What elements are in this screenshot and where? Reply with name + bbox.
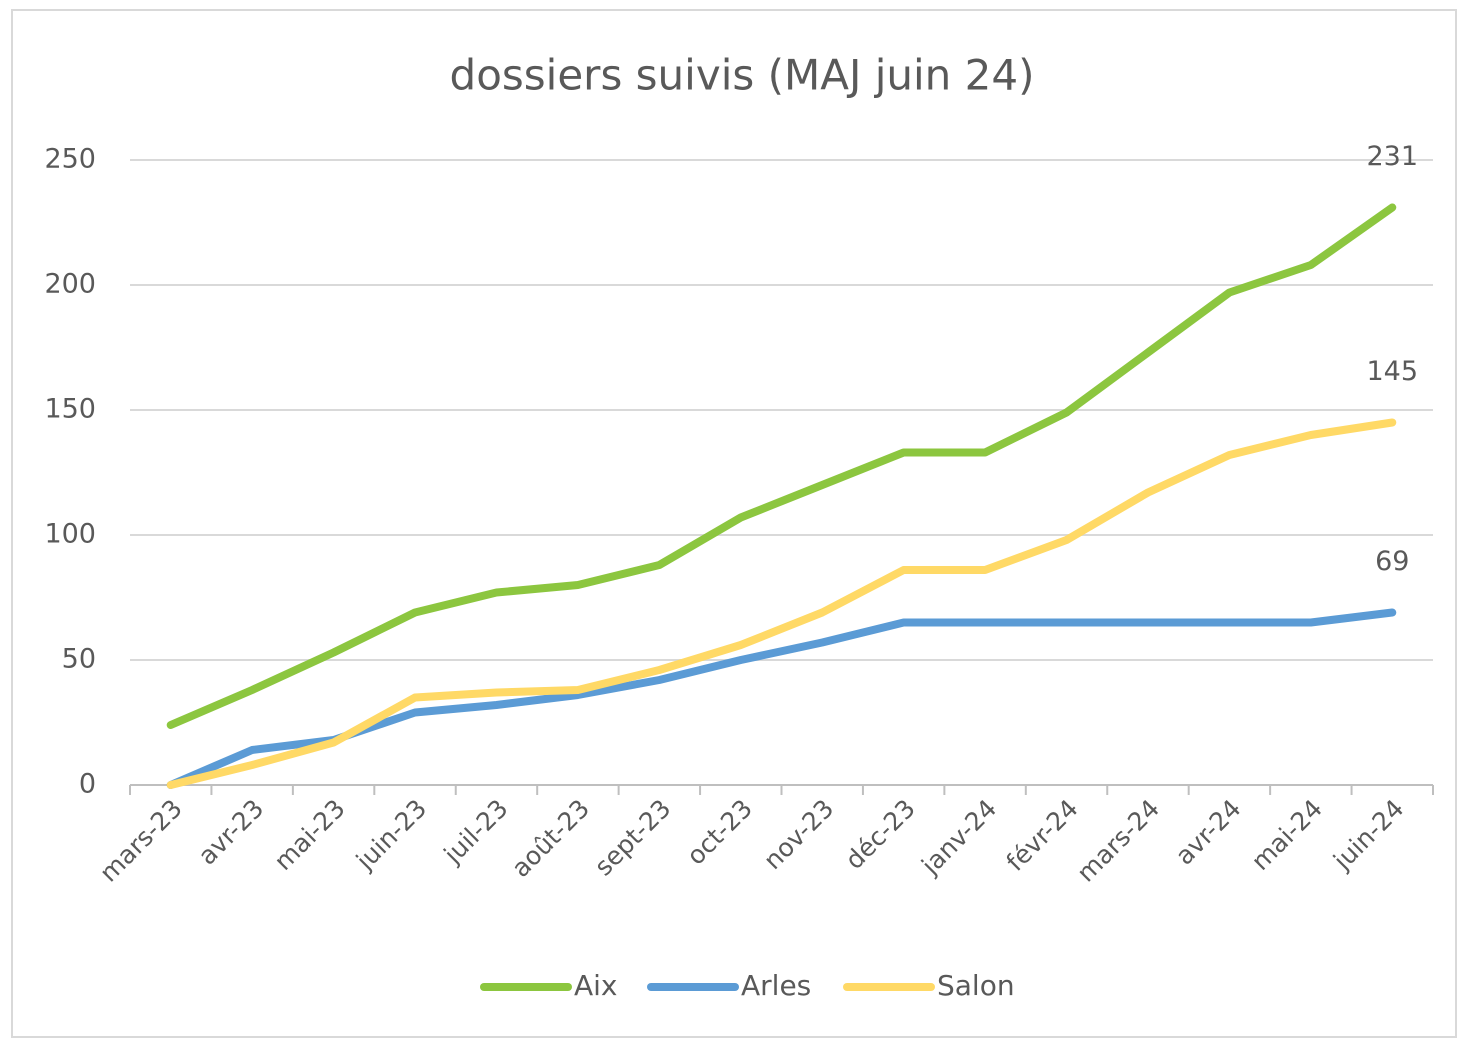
y-tick-label: 100: [44, 519, 96, 550]
y-tick-label: 250: [44, 144, 96, 175]
legend-label: Salon: [937, 969, 1015, 1002]
series-line: [166, 608, 1397, 789]
legend-label: Aix: [574, 969, 618, 1002]
legend-label: Arles: [741, 969, 811, 1002]
y-tick-label: 200: [44, 269, 96, 300]
data-label: 145: [1367, 356, 1419, 387]
y-tick-label: 0: [79, 769, 96, 800]
series-line: [166, 418, 1397, 789]
data-label: 69: [1375, 546, 1409, 577]
data-label: 231: [1367, 141, 1419, 172]
chart-title: dossiers suivis (MAJ juin 24): [450, 51, 1035, 100]
y-tick-label: 50: [62, 644, 96, 675]
series-line: [166, 203, 1397, 729]
y-tick-label: 150: [44, 394, 96, 425]
